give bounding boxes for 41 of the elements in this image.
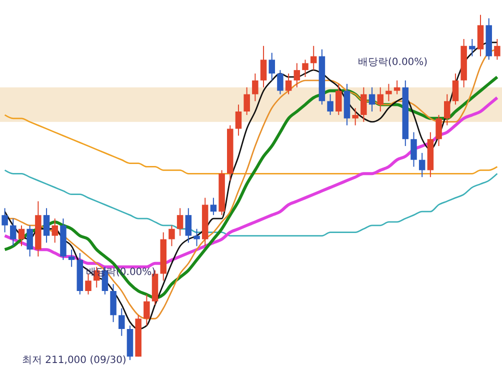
candlestick [469,38,476,57]
annotation: 배당락(0.00%) [358,57,428,68]
candlestick [285,73,292,95]
candlestick [144,294,150,326]
candlestick [244,86,250,116]
candlestick [18,224,25,247]
candlestick [352,108,358,126]
candlestick [452,73,459,106]
candlestick [394,80,400,95]
candlestick [360,86,367,122]
candlestick [386,83,392,102]
candlestick [327,94,334,116]
candlestick [2,208,8,233]
candlestick [377,86,384,112]
candlestick [368,86,376,112]
annotation: 최저 211,000 (09/30) [22,355,126,366]
candlestick [444,94,450,126]
candlestick [310,45,317,71]
candlestick [294,62,300,88]
candlestick [277,70,284,95]
candlestick [10,218,16,247]
candlestick [68,249,75,268]
candlestick [118,308,125,336]
candlestick [52,218,58,244]
candlestick [268,52,275,81]
candlestick [43,208,50,244]
candlestick [235,104,242,136]
candlestick [410,132,417,168]
candlestick [210,197,217,216]
candlestick [302,59,308,78]
candlestick [260,45,267,88]
candlestick [26,224,33,257]
candlestick [418,152,426,178]
candlestick [176,208,184,236]
candlestick [252,73,258,102]
candlestick [494,38,500,60]
candlestick [436,114,442,147]
candlestick [185,208,192,244]
candlestick [194,228,200,247]
candlestick [336,83,342,116]
candlestick [168,224,175,247]
